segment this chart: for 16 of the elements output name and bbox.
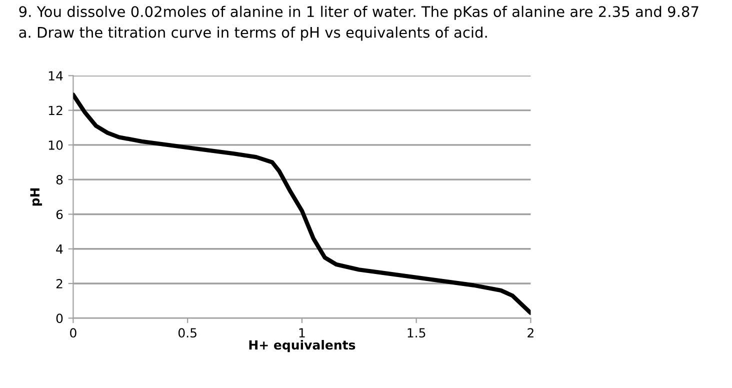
y-tick-label: 0: [56, 314, 63, 324]
y-tick-label: 4: [56, 244, 63, 254]
x-tick-label: 1: [299, 328, 305, 338]
chart-title: 9. You dissolve 0.02moles of alanine in 1 liter of water. The pKas of alanine are 2.35 and 9.87 a. Draw the titration curve in terms of pH vs equivalents of acid.: [19, 6, 698, 41]
y-tick-label: 10: [48, 140, 63, 150]
y-tick-label: 8: [56, 175, 63, 185]
y-tick-label: 12: [48, 106, 62, 116]
y-tick-label: 2: [56, 278, 62, 288]
x-tick-label: 2: [528, 328, 534, 338]
y-axis-title: pH: [30, 188, 42, 206]
x-tick-label: 0: [70, 328, 76, 338]
x-tick-label: 0.5: [178, 328, 196, 338]
y-tick-label: 14: [48, 71, 63, 80]
x-tick-label: 1.5: [408, 328, 426, 338]
x-axis-title: H+ equivalents: [249, 340, 356, 352]
y-tick-label: 6: [56, 210, 63, 220]
